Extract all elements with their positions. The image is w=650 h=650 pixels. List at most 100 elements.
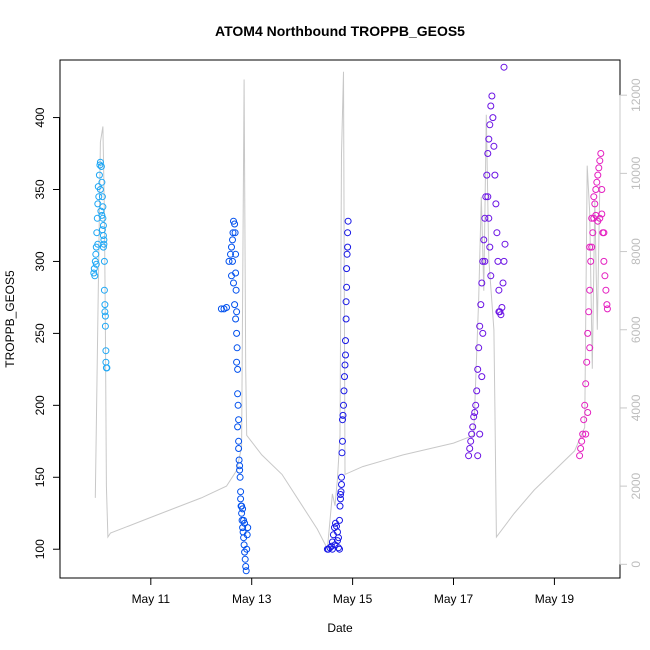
data-point (344, 217, 352, 225)
data-point (479, 329, 487, 337)
data-point (101, 312, 109, 320)
x-tick-label: May 15 (333, 592, 373, 606)
data-point (489, 114, 497, 122)
data-point (96, 158, 104, 166)
data-point (242, 567, 250, 575)
data-point (595, 164, 603, 172)
data-point (583, 358, 591, 366)
data-point (92, 250, 100, 258)
data-point (93, 229, 101, 237)
data-point (484, 193, 492, 201)
data-point (96, 186, 104, 193)
data-point (238, 509, 246, 517)
data-point (344, 229, 352, 237)
data-point (584, 329, 592, 337)
data-point (580, 416, 588, 424)
data-point (499, 279, 507, 287)
data-point (598, 210, 606, 218)
data-point (94, 200, 102, 208)
data-point (343, 250, 351, 258)
data-point (101, 322, 109, 330)
data-point (335, 544, 342, 552)
data-point (493, 229, 501, 237)
data-point (603, 301, 611, 309)
data-point (596, 157, 604, 165)
data-point (485, 214, 493, 222)
data-point (337, 495, 344, 503)
y-tick-label: 400 (33, 107, 47, 127)
data-point (594, 171, 602, 179)
data-point (491, 171, 499, 179)
y-tick-label: 250 (33, 323, 47, 343)
data-point (598, 186, 606, 193)
data-point (335, 534, 342, 542)
data-point (99, 203, 107, 211)
data-point (336, 545, 343, 553)
data-point (243, 531, 251, 539)
x-tick-label: May 11 (132, 592, 171, 606)
data-point (482, 193, 490, 201)
data-point (470, 413, 478, 421)
data-point (327, 542, 335, 550)
data-point (236, 473, 244, 481)
data-point (591, 200, 599, 208)
data-point (225, 257, 233, 265)
data-point (339, 416, 346, 424)
data-point (341, 361, 349, 369)
data-point (217, 305, 225, 313)
data-point (98, 178, 106, 186)
y2-tick-label: 8000 (629, 238, 643, 265)
data-point (486, 121, 494, 129)
data-point (237, 495, 245, 503)
data-point (474, 365, 482, 373)
data-point (600, 257, 608, 265)
data-point (592, 186, 600, 193)
data-point (233, 308, 241, 316)
data-point (582, 430, 590, 438)
data-point (601, 272, 609, 280)
data-point (234, 423, 242, 431)
data-point (96, 161, 104, 169)
data-point (479, 257, 487, 265)
data-point (231, 229, 239, 237)
data-point (578, 437, 586, 445)
y-tick-label: 300 (33, 251, 47, 271)
data-point (236, 466, 244, 474)
y-tick-label: 350 (33, 179, 47, 199)
data-point (471, 409, 479, 416)
data-point (590, 193, 598, 201)
data-point (466, 445, 474, 452)
data-point (103, 364, 111, 372)
data-point (232, 286, 240, 294)
data-point (494, 257, 502, 265)
data-point (99, 222, 107, 229)
data-point (240, 516, 248, 524)
data-point (485, 135, 493, 143)
data-point (98, 211, 106, 219)
data-point (242, 563, 250, 570)
data-point (500, 63, 508, 71)
data-point (100, 257, 108, 265)
data-point (483, 171, 491, 179)
data-point (234, 365, 242, 373)
data-point (100, 286, 108, 294)
data-point (340, 387, 348, 395)
x-tick-label: May 19 (535, 592, 575, 606)
data-point (232, 250, 240, 258)
data-point (468, 430, 476, 438)
data-point (481, 214, 489, 222)
data-point (473, 387, 481, 395)
data-point (228, 243, 235, 251)
data-point (487, 272, 495, 280)
data-point (487, 102, 495, 110)
data-point (584, 409, 592, 416)
data-point (101, 301, 109, 309)
data-point (475, 344, 483, 352)
data-point (101, 308, 109, 316)
data-point (241, 555, 249, 563)
y2-tick-label: 6000 (629, 316, 643, 343)
data-point (97, 163, 105, 170)
data-point (237, 488, 245, 496)
x-tick-label: May 17 (434, 592, 474, 606)
data-point (343, 265, 351, 273)
